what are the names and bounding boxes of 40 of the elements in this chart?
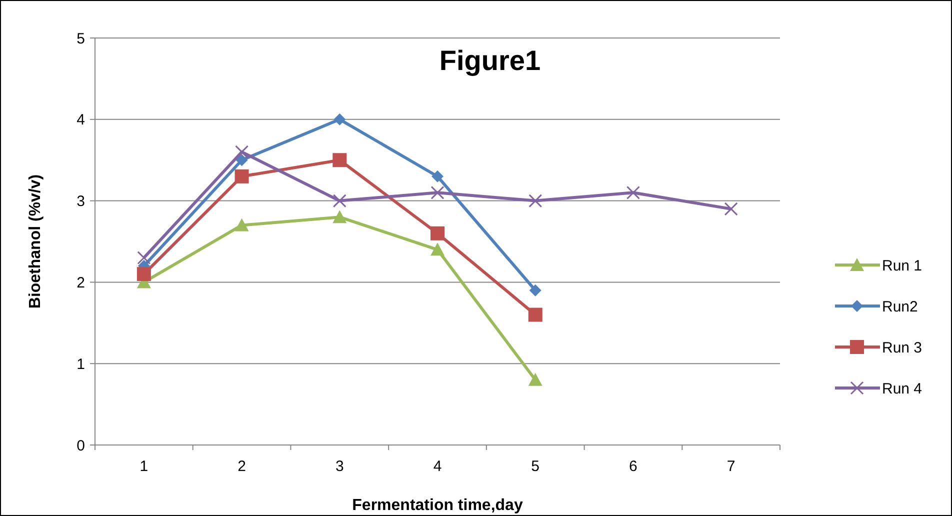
point	[626, 186, 640, 200]
legend-label: Run 1	[882, 257, 922, 274]
point	[529, 284, 542, 296]
y-tick-label: 5	[76, 30, 85, 48]
point	[332, 194, 346, 208]
x-tick-label: 2	[238, 458, 246, 475]
y-tick-label: 1	[76, 356, 85, 373]
point	[234, 218, 249, 232]
point	[724, 202, 738, 216]
point	[528, 308, 542, 322]
x-axis-title: Fermentation time,day	[352, 497, 523, 514]
legend-label: Run 4	[882, 380, 922, 398]
point	[235, 145, 249, 159]
y-tick-label: 3	[76, 193, 85, 210]
legend-label: Run2	[882, 298, 918, 316]
y-tick-label: 2	[76, 274, 85, 292]
x-tick-label: 7	[726, 458, 736, 475]
point	[236, 154, 248, 166]
x-tick-label: 1	[140, 458, 148, 475]
x-tick-label: 5	[531, 458, 540, 475]
chart-title: Figure1	[439, 45, 541, 76]
y-tick-label: 4	[76, 112, 85, 129]
point	[332, 210, 347, 224]
point	[432, 170, 444, 182]
point	[528, 372, 542, 386]
x-tick-label: 3	[335, 458, 344, 475]
point	[234, 169, 249, 184]
point	[528, 194, 542, 208]
point	[136, 267, 151, 282]
legend-label: Run 3	[882, 339, 922, 356]
point	[137, 251, 151, 265]
y-axis-title: Bioethanol (%v/v)	[27, 174, 44, 309]
point	[430, 242, 444, 256]
point	[430, 226, 444, 240]
point	[334, 113, 346, 126]
y-tick-label: 0	[76, 437, 85, 454]
x-tick-label: 6	[629, 458, 638, 475]
point	[430, 186, 444, 200]
point	[332, 153, 347, 168]
x-tick-label: 4	[433, 458, 442, 475]
